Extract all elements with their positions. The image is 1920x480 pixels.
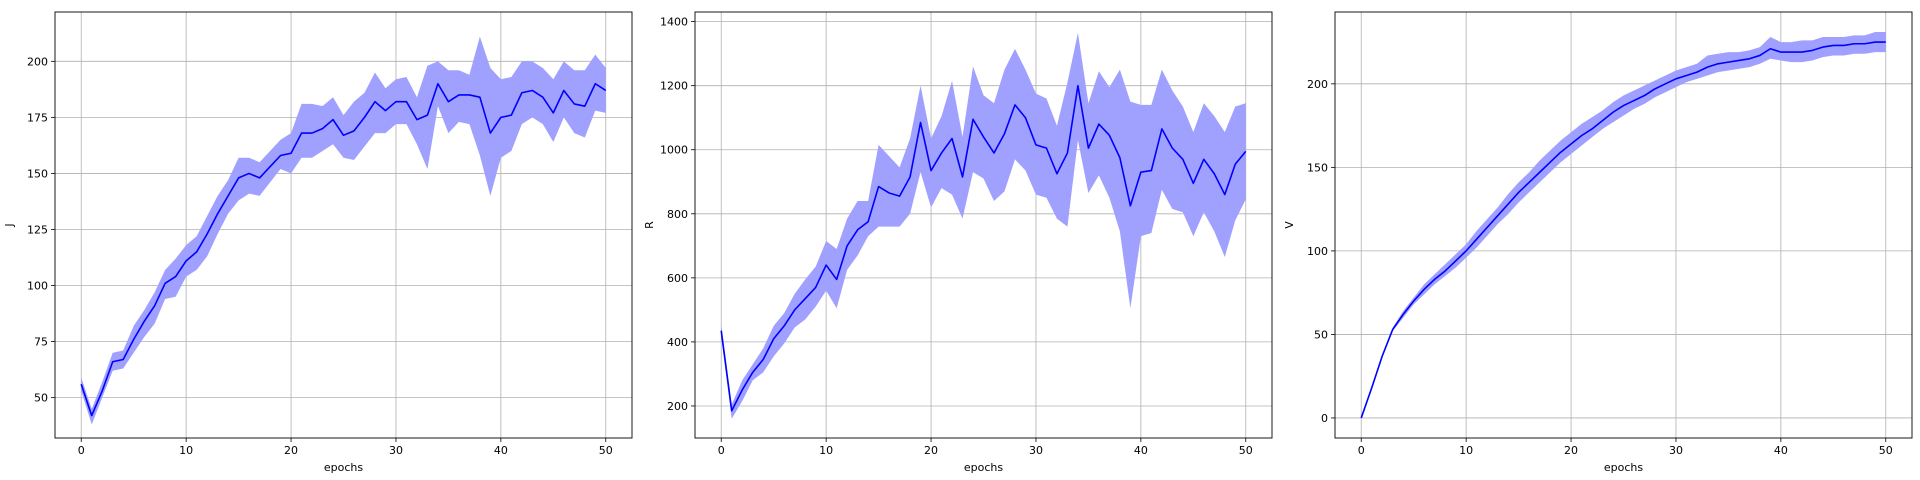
panel-1-x-tick-label: 40 [494,444,508,457]
panel-2-y-tick-label: 800 [667,208,688,221]
panel-3-x-tick-label: 0 [1358,444,1365,457]
panel-2-axes-frame [694,11,1273,439]
panel-1-y-tick-label: 200 [27,55,48,68]
panel-1-y-tick-label: 150 [27,167,48,180]
panel-2-x-tick-label: 0 [718,444,725,457]
panel-2-x-tick-label: 10 [819,444,833,457]
panel-3-series-0-line [1360,41,1886,419]
panel-3-axes-frame [1334,11,1913,439]
panel-3-y-tick-label: 50 [1314,328,1328,341]
panel-1-y-tick-label: 175 [27,111,48,124]
panel-1-axes-frame [54,11,633,439]
panel-1-x-axis-label: epochs [324,461,363,474]
panel-1-x-tick-label: 0 [78,444,85,457]
panel-1-y-tick-label: 100 [27,280,48,293]
panel-1-x-tick-label: 50 [599,444,613,457]
panel-2-x-tick-label: 20 [924,444,938,457]
panel-2-x-tick-label: 40 [1134,444,1148,457]
panel-1-series-0-band [81,36,606,425]
panel-3-series-0-band [1361,32,1886,418]
panel-1-x-tick-label: 10 [179,444,193,457]
panel-3-y-tick-label: 100 [1307,245,1328,258]
panel-2-x-tick-label: 30 [1029,444,1043,457]
panel-1-chart: 0 10 20 30 40 50 50 75 100 125 150 175 200 epochs J [3,11,633,474]
panel-3-chart: 0 10 20 30 40 50 0 50 100 150 200 epochs V [1283,11,1913,474]
panel-3-y-axis-label: V [1283,221,1296,229]
panel-1-series-0-line [80,82,607,417]
panel-3-x-tick-label: 40 [1774,444,1788,457]
panel-1-y-tick-label: 75 [34,336,48,349]
panel-2-series-0-line [720,84,1247,412]
panel-2-x-tick-label: 50 [1239,444,1253,457]
panel-3-x-tick-label: 50 [1879,444,1893,457]
panel-3-x-tick-label: 30 [1669,444,1683,457]
panel-3-y-tick-label: 200 [1307,78,1328,91]
panel-2-series-0-band [721,32,1246,419]
panel-1-x-tick-label: 30 [389,444,403,457]
panel-1-y-axis-label: J [3,223,16,227]
panel-2-y-tick-label: 400 [667,336,688,349]
panel-3-x-tick-label: 20 [1564,444,1578,457]
panel-1-x-tick-label: 20 [284,444,298,457]
panel-2-y-tick-label: 600 [667,272,688,285]
panel-1-y-tick-label: 125 [27,223,48,236]
panel-2-y-tick-label: 1200 [660,80,688,93]
panel-1-y-tick-label: 50 [34,392,48,405]
panel-3-y-tick-label: 150 [1307,161,1328,174]
panel-3-y-tick-label: 0 [1321,412,1328,425]
panel-3-x-axis-label: epochs [1604,461,1643,474]
panel-2-y-axis-label: R [643,221,656,229]
panel-2-x-axis-label: epochs [964,461,1003,474]
panel-3-x-tick-label: 10 [1459,444,1473,457]
panel-2-y-tick-label: 1000 [660,144,688,157]
panel-2-chart: 0 10 20 30 40 50 200 400 600 800 1000 1200 1400 epoch… [643,11,1273,474]
panel-2-y-tick-label: 1400 [660,16,688,29]
panel-2-y-tick-label: 200 [667,400,688,413]
